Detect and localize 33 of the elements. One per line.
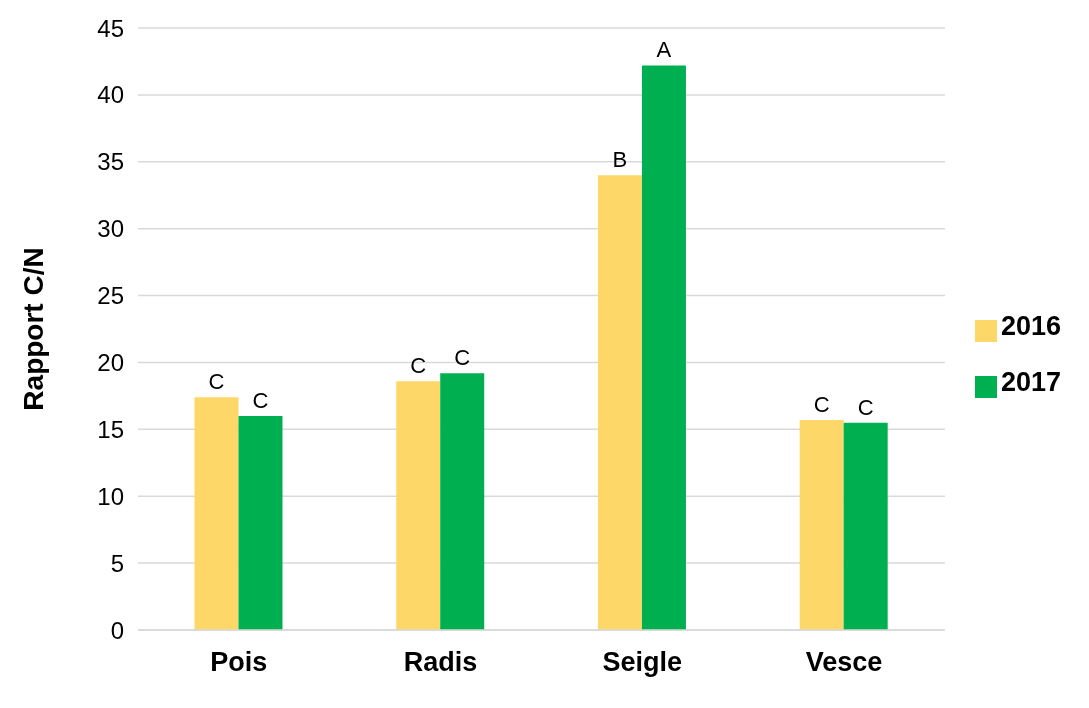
y-tick-label: 45 [97, 14, 124, 42]
y-axis-title: Rapport C/N [17, 247, 49, 411]
y-tick-label: 0 [110, 616, 124, 644]
data-label: C [454, 345, 471, 371]
data-label: A [656, 37, 672, 63]
data-label: C [252, 387, 269, 413]
bar [396, 381, 441, 630]
bar [238, 415, 283, 630]
y-tick-label: 15 [97, 415, 124, 443]
bar [641, 65, 686, 630]
y-tick-label: 5 [110, 549, 124, 577]
y-tick-label: 40 [97, 81, 124, 109]
y-tick-label: 30 [97, 215, 124, 243]
data-label: C [410, 353, 427, 379]
data-label: C [813, 391, 830, 417]
y-tick-label: 35 [97, 148, 124, 176]
x-tick-label: Seigle [602, 647, 683, 678]
y-tick-label: 20 [97, 348, 124, 376]
x-tick-label: Radis [403, 647, 478, 678]
data-label: C [857, 394, 874, 420]
x-tick-label: Vesce [805, 647, 883, 678]
data-label: C [208, 369, 225, 395]
legend-label: 2016 [1000, 311, 1061, 341]
bar [843, 422, 888, 630]
bar [440, 373, 485, 630]
bar [194, 397, 239, 630]
legend-label: 2017 [1000, 367, 1061, 397]
y-tick-label: 10 [97, 482, 124, 510]
bar [597, 175, 642, 630]
bar [799, 419, 844, 630]
y-tick-label: 25 [97, 282, 124, 310]
data-label: B [612, 147, 628, 173]
x-tick-label: Pois [210, 647, 268, 678]
